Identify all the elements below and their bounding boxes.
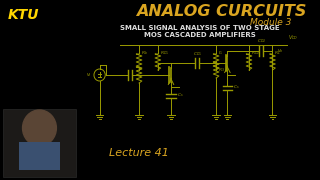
Text: MOS CASCADED AMPLIFIERS: MOS CASCADED AMPLIFIERS xyxy=(144,32,256,38)
FancyBboxPatch shape xyxy=(3,109,76,177)
Text: ANALOG CURCUITS: ANALOG CURCUITS xyxy=(136,4,306,19)
Text: $R_3$: $R_3$ xyxy=(218,66,225,74)
Text: $C_{D1}$: $C_{D1}$ xyxy=(193,50,202,58)
Text: $C_{D2}$: $C_{D2}$ xyxy=(257,37,266,45)
Text: KTU: KTU xyxy=(7,8,39,22)
Text: $I_1$: $I_1$ xyxy=(218,49,223,57)
Text: $R_{D1}$: $R_{D1}$ xyxy=(160,49,169,57)
Text: $R_L$: $R_L$ xyxy=(274,49,281,57)
Text: Module 3: Module 3 xyxy=(250,18,291,27)
Text: Lecture 41: Lecture 41 xyxy=(109,148,169,158)
Text: $v_i$: $v_i$ xyxy=(86,71,92,79)
Text: SMALL SIGNAL ANALYSIS OF TWO STAGE: SMALL SIGNAL ANALYSIS OF TWO STAGE xyxy=(120,25,280,31)
Text: $C_s$: $C_s$ xyxy=(177,91,183,99)
Text: $V_{DD}$: $V_{DD}$ xyxy=(288,33,299,42)
Text: $R_{D2}$: $R_{D2}$ xyxy=(251,49,260,57)
Text: $C_s$: $C_s$ xyxy=(233,83,240,91)
Circle shape xyxy=(22,110,56,146)
FancyBboxPatch shape xyxy=(19,142,60,170)
Text: $v_o$: $v_o$ xyxy=(277,47,284,55)
Text: $R_b$: $R_b$ xyxy=(141,49,148,57)
